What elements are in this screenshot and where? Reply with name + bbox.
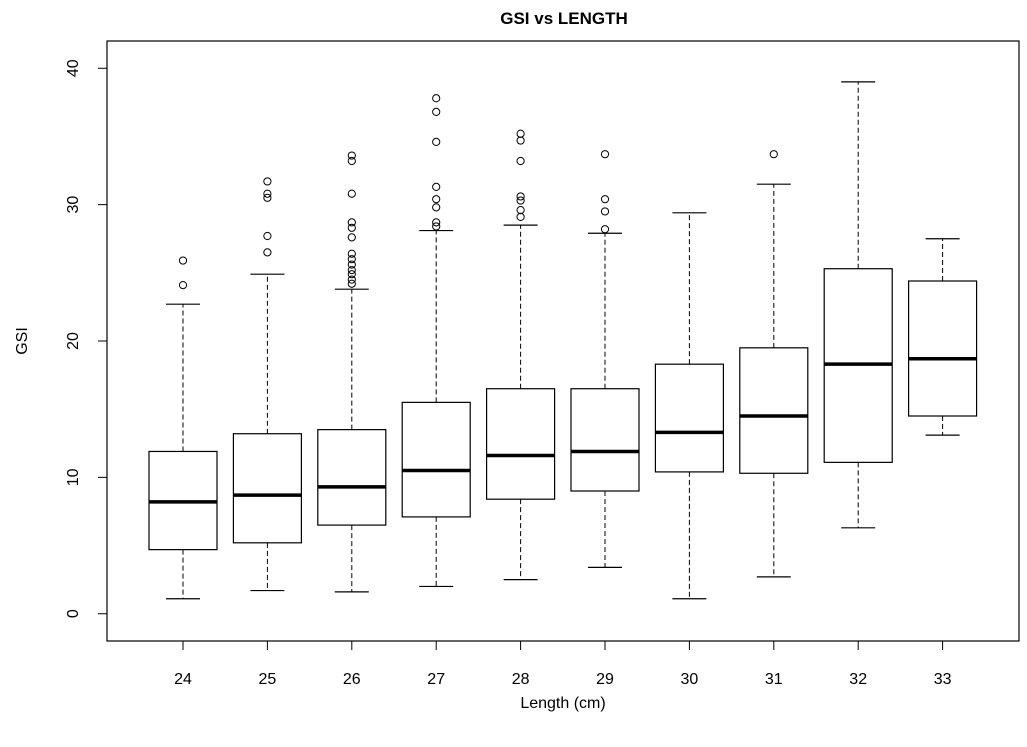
outlier-point (432, 195, 441, 204)
x-tick-label: 33 (934, 671, 952, 688)
outlier-point (347, 233, 356, 242)
y-tick-label: 30 (65, 196, 82, 214)
outlier-point (600, 207, 610, 216)
box-iqr (907, 280, 978, 417)
box-iqr (486, 388, 556, 500)
plot-area: 0 10 20 30 40 24 25 26 27 28 29 30 31 32 33 (65, 40, 1020, 688)
x-tick-label: 28 (512, 671, 530, 688)
outlier-point (347, 270, 356, 279)
outlier-point (263, 231, 272, 241)
outlier-point (347, 260, 356, 269)
outlier-point (347, 249, 356, 258)
box-iqr (654, 363, 725, 473)
outlier-point (432, 218, 441, 227)
outlier-point (600, 150, 610, 159)
outlier-point (516, 205, 525, 215)
outlier-point (347, 223, 356, 232)
y-axis-label: GSI (14, 327, 31, 355)
box-iqr (739, 347, 809, 474)
outlier-point (516, 129, 525, 138)
outlier-point (432, 137, 441, 147)
outlier-point (516, 212, 525, 222)
outlier-point (347, 255, 356, 264)
x-tick-label: 29 (596, 671, 614, 688)
outlier-point (347, 151, 356, 160)
outlier-point (516, 192, 525, 201)
outlier-point (516, 156, 525, 166)
outlier-point (600, 225, 610, 234)
box-iqr (232, 433, 302, 544)
y-tick-label: 40 (65, 59, 82, 77)
x-tick-label: 26 (343, 671, 361, 688)
outlier-point (600, 195, 610, 204)
outlier-point (263, 193, 272, 202)
y-tick-label: 20 (65, 332, 82, 350)
x-axis-label: Length (cm) (520, 695, 605, 712)
outlier-point (178, 256, 188, 265)
box-iqr (570, 388, 640, 492)
outlier-point (263, 189, 272, 198)
outlier-point (347, 279, 356, 288)
outlier-point (347, 265, 356, 275)
outlier-point (516, 196, 525, 205)
outlier-point (347, 275, 356, 284)
x-tick-label: 31 (765, 671, 783, 688)
outlier-point (178, 280, 188, 290)
outlier-point (432, 222, 441, 231)
x-tick-label: 27 (427, 671, 445, 688)
outlier-point (263, 248, 272, 257)
outlier-point (432, 182, 441, 192)
outlier-point (347, 156, 356, 166)
box-iqr (317, 429, 387, 526)
chart-title: GSI vs LENGTH (500, 9, 628, 28)
x-tick-label: 24 (174, 671, 192, 688)
y-tick-label: 10 (65, 468, 82, 486)
x-tick-label: 25 (259, 671, 277, 688)
y-tick-label: 0 (65, 609, 82, 618)
outlier-point (432, 107, 441, 117)
outlier-point (432, 94, 441, 103)
outlier-point (347, 189, 356, 198)
x-tick-label: 32 (849, 671, 867, 688)
outlier-point (432, 203, 441, 212)
box-iqr (401, 401, 471, 518)
outlier-point (516, 136, 525, 145)
outlier-point (347, 218, 356, 227)
x-tick-label: 30 (681, 671, 699, 688)
outlier-point (263, 177, 272, 186)
outlier-point (769, 150, 778, 159)
